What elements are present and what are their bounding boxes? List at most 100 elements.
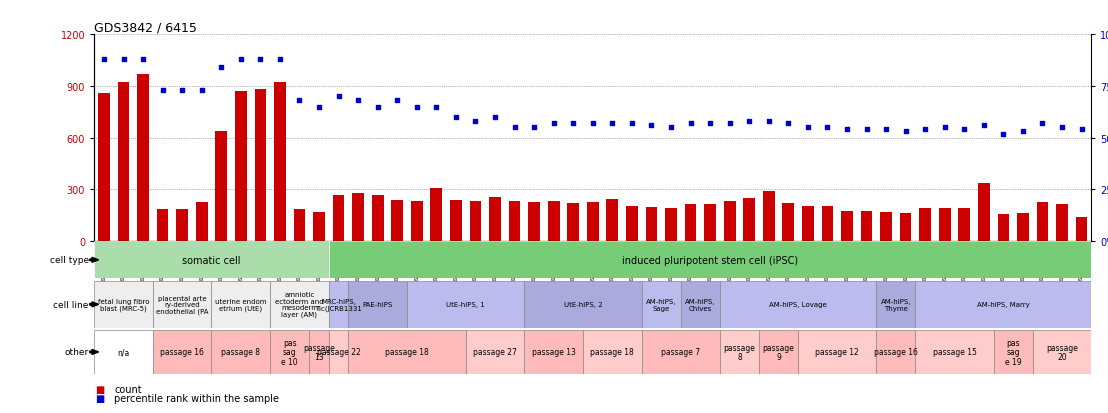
Point [721,121,739,127]
Point [878,127,895,133]
Text: AM-hiPS, Marry: AM-hiPS, Marry [977,301,1029,308]
Text: n/a: n/a [117,348,130,356]
Bar [567,204,579,242]
Point [740,119,758,125]
Text: passage 8: passage 8 [222,348,260,356]
Point [995,131,1013,138]
Point [466,119,484,125]
Point [663,125,680,131]
Point [95,57,113,63]
Text: ■: ■ [95,393,104,403]
Text: passage 22: passage 22 [317,348,360,356]
Bar [763,192,774,242]
Point [1054,125,1071,131]
Point [604,121,622,127]
Bar [270,281,329,328]
Bar [646,207,657,242]
Bar [583,330,642,374]
Point [173,88,191,94]
Point [271,57,289,63]
Bar [489,198,501,242]
Bar [465,330,524,374]
Point [1034,121,1051,127]
Point [114,57,132,63]
Bar [1033,330,1091,374]
Bar [705,204,716,242]
Point [936,125,954,131]
Bar [720,330,759,374]
Point [232,57,249,63]
Bar [94,281,153,328]
Text: uterine endom
etrium (UtE): uterine endom etrium (UtE) [215,298,267,311]
Point [819,125,837,131]
Bar [938,208,951,242]
Point [916,127,934,133]
Bar [759,330,798,374]
Point [389,98,407,104]
Bar [137,75,148,242]
Point [955,127,973,133]
Text: passage 18: passage 18 [591,348,634,356]
Bar [153,330,212,374]
Point [369,104,387,111]
Bar [348,281,407,328]
Text: AM-hiPS,
Thyme: AM-hiPS, Thyme [881,298,911,311]
Text: cell type: cell type [50,256,89,265]
Text: MRC-hiPS,
Tic(JCRB1331: MRC-hiPS, Tic(JCRB1331 [315,298,362,311]
Text: passage
9: passage 9 [762,343,794,361]
Bar [876,281,915,328]
Point [564,121,582,127]
Point [896,129,914,135]
Text: ■: ■ [95,384,104,394]
Point [623,121,640,127]
Bar [606,199,618,242]
Text: passage 7: passage 7 [661,348,700,356]
Bar [212,330,270,374]
Bar [547,201,560,242]
Bar [411,201,422,242]
Text: AM-hiPS,
Chives: AM-hiPS, Chives [685,298,716,311]
Text: passage 16: passage 16 [874,348,917,356]
Bar [215,131,227,242]
Bar [994,330,1033,374]
Bar [529,203,540,242]
Point [975,123,993,129]
Text: induced pluripotent stem cell (iPSC): induced pluripotent stem cell (iPSC) [622,255,798,265]
Bar [920,208,931,242]
Point [290,98,308,104]
Bar [524,330,583,374]
Bar [329,281,348,328]
Bar [270,330,309,374]
Bar [665,208,677,242]
Point [858,127,875,133]
Point [779,121,797,127]
Text: passage
20: passage 20 [1046,343,1078,361]
Text: placental arte
ry-derived
endothelial (PA: placental arte ry-derived endothelial (P… [156,295,208,314]
Point [447,114,464,121]
Bar [743,199,755,242]
Point [428,104,445,111]
Point [154,88,172,94]
Text: somatic cell: somatic cell [182,255,240,265]
Point [584,121,602,127]
Bar [470,201,481,242]
Point [213,65,230,71]
Bar [642,281,680,328]
Text: GDS3842 / 6415: GDS3842 / 6415 [94,21,197,34]
Bar [900,213,912,242]
Point [252,57,269,63]
Text: cell line: cell line [53,300,89,309]
Point [330,94,348,100]
Bar [391,200,403,242]
Bar [329,242,1091,279]
Bar [94,242,329,279]
Bar [309,330,329,374]
Bar [802,206,813,242]
Point [701,121,719,127]
Bar [352,193,365,242]
Bar [314,212,325,242]
Point [799,125,817,131]
Bar [1017,213,1029,242]
Text: passage 12: passage 12 [815,348,859,356]
Text: passage
13: passage 13 [304,343,335,361]
